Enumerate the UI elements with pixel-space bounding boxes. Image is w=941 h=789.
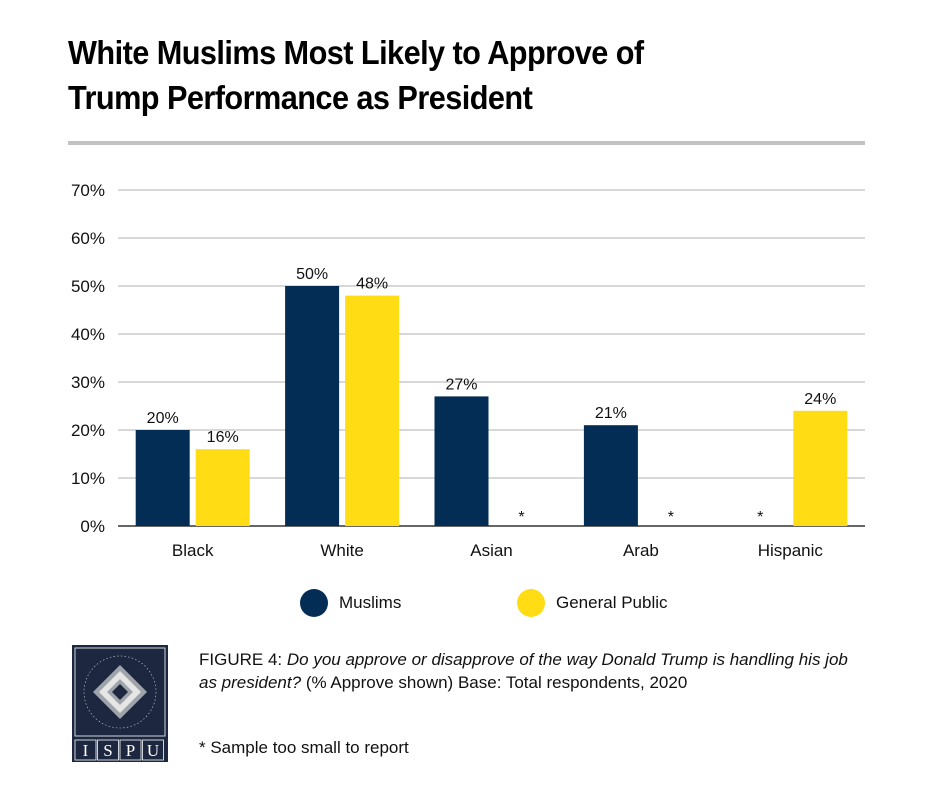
y-tick-label: 0% (80, 517, 105, 536)
legend-item-general-public: General Public (517, 589, 668, 617)
legend-item-muslims: Muslims (300, 589, 401, 617)
logo-letter: U (147, 741, 159, 760)
y-tick-label: 70% (71, 181, 105, 200)
y-tick-label: 50% (71, 277, 105, 296)
missing-data-marker: * (757, 509, 763, 526)
figure-label: FIGURE 4 (199, 650, 278, 669)
survey-question: Do you approve or disapprove of the way … (199, 650, 848, 692)
x-tick-label: Black (172, 541, 214, 560)
legend-swatch-general-public (517, 589, 545, 617)
figure-label-colon: : (277, 650, 287, 669)
bar-muslims (434, 396, 489, 526)
y-tick-label: 60% (71, 229, 105, 248)
legend-label-muslims: Muslims (339, 593, 402, 612)
x-tick-label: Hispanic (758, 541, 824, 560)
logo-letter-box (74, 739, 97, 761)
footnote: * Sample too small to report (199, 738, 409, 757)
bar-general-public (345, 295, 400, 526)
bar-muslims (285, 286, 340, 526)
data-labels: 20% 16% 50% 48% 27% * 21% * * 24% (147, 266, 837, 526)
y-tick-label: 40% (71, 325, 105, 344)
chart-title: White Muslims Most Likely to Approve of … (68, 30, 812, 120)
logo-letter: P (126, 741, 135, 760)
caption-details: (% Approve shown) Base: Total respondent… (305, 673, 688, 692)
figure-caption: FIGURE 4: Do you approve or disapprove o… (199, 648, 859, 694)
data-label: 48% (356, 276, 388, 293)
legend-label-general-public: General Public (556, 593, 668, 612)
bar-general-public (195, 449, 250, 526)
logo-letter: S (103, 741, 112, 760)
legend: Muslims General Public (0, 589, 941, 617)
y-tick-label: 10% (71, 469, 105, 488)
x-axis-ticks: Black White Asian Arab Hispanic (172, 541, 823, 560)
logo-letter-box (119, 739, 142, 761)
data-label: 24% (804, 391, 836, 408)
bar-muslims (583, 425, 638, 526)
logo-diamond-core (112, 684, 128, 700)
logo-ring-text (83, 655, 157, 729)
data-label: 50% (296, 266, 328, 283)
x-tick-label: Asian (470, 541, 513, 560)
data-label: 21% (595, 405, 627, 422)
logo-letter: I (83, 741, 89, 760)
bars (135, 286, 848, 526)
x-tick-label: Arab (623, 541, 659, 560)
bar-muslims (135, 430, 190, 526)
data-label: 20% (147, 410, 179, 427)
chart-title-line-1: White Muslims Most Likely to Approve of (68, 34, 644, 71)
data-label: 27% (445, 376, 477, 393)
logo-letter-box (97, 739, 119, 761)
missing-data-marker: * (518, 509, 524, 526)
y-axis-ticks: 0% 10% 20% 30% 40% 50% 60% 70% (71, 181, 105, 536)
logo-letter-box (142, 739, 164, 761)
legend-swatch-muslims (300, 589, 328, 617)
bar-general-public (793, 410, 848, 526)
chart-title-line-2: Trump Performance as President (68, 79, 533, 116)
y-tick-label: 20% (71, 421, 105, 440)
y-tick-label: 30% (71, 373, 105, 392)
bar-chart: 0% 10% 20% 30% 40% 50% 60% 70% 20% 16% 50% 48% 27% *… (71, 181, 865, 560)
missing-data-marker: * (668, 509, 674, 526)
title-divider (68, 141, 865, 145)
x-tick-label: White (320, 541, 363, 560)
data-label: 16% (207, 429, 239, 446)
